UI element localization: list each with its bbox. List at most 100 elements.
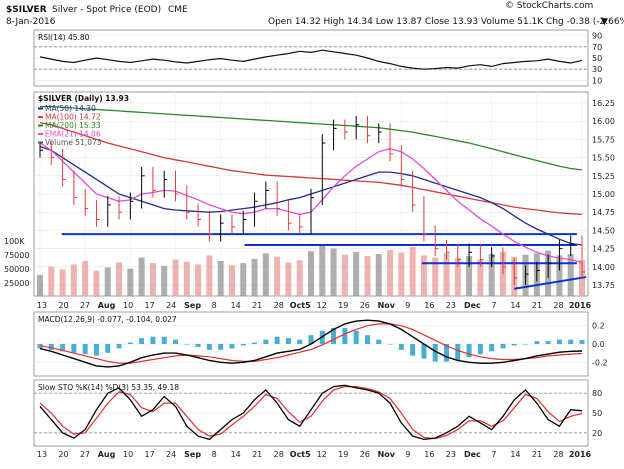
x-tick-label: 21	[252, 301, 262, 310]
volume-bar	[161, 265, 168, 296]
x-tick-label: 14	[510, 450, 520, 459]
macd-histogram-bar	[297, 339, 303, 344]
rsi-line	[39, 49, 583, 70]
x-tick-label: 17	[145, 450, 155, 459]
x-tick-label: 7	[491, 450, 496, 459]
x-tick-label: 28	[274, 301, 284, 310]
macd-title: MACD(12,26,9) -0.077, -0.104, 0.027	[38, 315, 177, 324]
price-tick-label: 15.50	[592, 154, 615, 163]
macd-histogram-bar	[127, 342, 133, 344]
macd-histogram-bar	[184, 344, 190, 345]
macd-histogram-bar	[410, 344, 416, 356]
quote-label: Open 14.32 High 14.34 Low 13.87 Close 13…	[268, 17, 624, 27]
x-tick-label: 2016	[569, 301, 592, 310]
x-tick-label: Sep	[184, 450, 201, 459]
macd-histogram-bar	[511, 344, 517, 346]
volume-bar	[567, 254, 574, 296]
x-tick-label: 19	[338, 301, 348, 310]
macd-histogram-bar	[579, 340, 585, 344]
macd-histogram-bar	[105, 344, 111, 353]
price-tick-label: 14.00	[592, 263, 615, 272]
volume-bar	[308, 251, 314, 296]
volume-bar	[477, 259, 484, 296]
macd-histogram-bar	[545, 341, 551, 344]
rsi-tick-label: 90	[592, 32, 602, 41]
macd-histogram-bar	[285, 338, 291, 344]
x-tick-label: 12	[317, 450, 327, 459]
sto-tick-label: 50	[592, 409, 602, 418]
volume-bar	[364, 256, 371, 296]
x-tick-label: 17	[145, 301, 155, 310]
copyright-label: © StockCharts.com	[505, 1, 593, 11]
macd-histogram-bar	[48, 344, 54, 350]
price-tick-label: 13.75	[592, 281, 615, 290]
rsi-panel: 90 70 50 30 10 RSI(14) 45.80	[33, 29, 602, 87]
volume-bar	[274, 256, 281, 296]
x-tick-label: 21	[532, 301, 542, 310]
macd-histogram-bar	[71, 344, 77, 353]
macd-histogram-bar	[60, 344, 66, 352]
x-tick-label: 21	[532, 450, 542, 459]
exchange-label: CME	[168, 5, 188, 15]
price-tick-label: 15.00	[592, 190, 615, 199]
x-tick-label: 10	[123, 450, 133, 459]
x-tick-label: 26	[360, 450, 370, 459]
macd-tick-label: 0.2	[592, 322, 605, 331]
legend-entry: MA(200) 15.33	[45, 121, 101, 130]
stochastic-panel: 80 50 20 Slow STO %K(14) %D(3) 53.35, 49.18	[33, 379, 602, 447]
ma200-line	[40, 105, 583, 171]
price-panel: 16.25 16.00 15.75 15.50 15.25 15.00 14.75 14.50…	[4, 91, 615, 297]
volume-bar	[420, 255, 427, 296]
sto-tick-label: 80	[592, 389, 602, 398]
x-axis-mid: 13 20 27 Aug 10 17 24 Sep 8 14 21 28 Oct5 12 19 26 Nov 9 1…	[37, 301, 592, 310]
macd-tick-label: -0.2	[592, 358, 608, 367]
description-label: Silver - Spot Price (EOD)	[52, 5, 161, 15]
macd-histogram-bar	[398, 344, 404, 350]
volume-bar	[330, 248, 337, 296]
price-tick-label: 14.75	[592, 208, 615, 217]
price-tick-label: 14.25	[592, 245, 615, 254]
macd-histogram-bar	[161, 336, 167, 344]
price-title: $SILVER (Daily) 13.93	[38, 94, 129, 103]
volume-bar	[488, 254, 495, 296]
x-tick-label: 8	[212, 450, 217, 459]
macd-histogram-bar	[93, 344, 99, 356]
price-tick-label: 16.00	[592, 117, 615, 126]
legend-entry: Volume 51,073	[45, 138, 102, 147]
volume-bar	[138, 257, 145, 296]
macd-histogram-bar	[173, 339, 178, 344]
volume-bar	[398, 252, 405, 296]
macd-histogram-bar	[218, 344, 224, 350]
volume-bar	[59, 269, 66, 296]
macd-line	[39, 319, 583, 368]
macd-histogram-bar	[500, 344, 506, 349]
x-tick-label: Aug	[98, 301, 116, 310]
volume-bar	[341, 254, 348, 296]
volume-bar	[443, 253, 450, 296]
macd-histogram-bar	[240, 344, 246, 346]
volume-tick-label: 75000	[4, 251, 29, 260]
x-tick-label: 23	[446, 450, 456, 459]
x-tick-label: Sep	[184, 301, 201, 310]
x-tick-label: 20	[58, 301, 68, 310]
symbol-label: $SILVER	[6, 5, 47, 15]
macd-histogram-bar	[489, 344, 495, 352]
sto-title: Slow STO %K(14) %D(3) 53.35, 49.18	[38, 383, 179, 392]
change-arrow-icon: ▼	[601, 17, 608, 27]
price-tick-label: 16.25	[592, 99, 615, 108]
volume-bar	[228, 265, 235, 296]
rsi-title: RSI(14) 45.80	[38, 33, 90, 42]
rsi-tick-label: 10	[592, 76, 602, 85]
rsi-tick-label: 30	[592, 65, 602, 74]
macd-histogram-bar	[444, 344, 449, 362]
volume-bar	[206, 255, 213, 296]
macd-histogram-bar	[376, 339, 382, 344]
x-tick-label: 26	[360, 301, 370, 310]
macd-histogram-bar	[274, 336, 280, 344]
macd-histogram-bar	[364, 335, 370, 344]
x-tick-label: 14	[231, 301, 241, 310]
rsi-tick-label: 50	[592, 54, 602, 63]
macd-histogram-bar	[432, 344, 438, 362]
